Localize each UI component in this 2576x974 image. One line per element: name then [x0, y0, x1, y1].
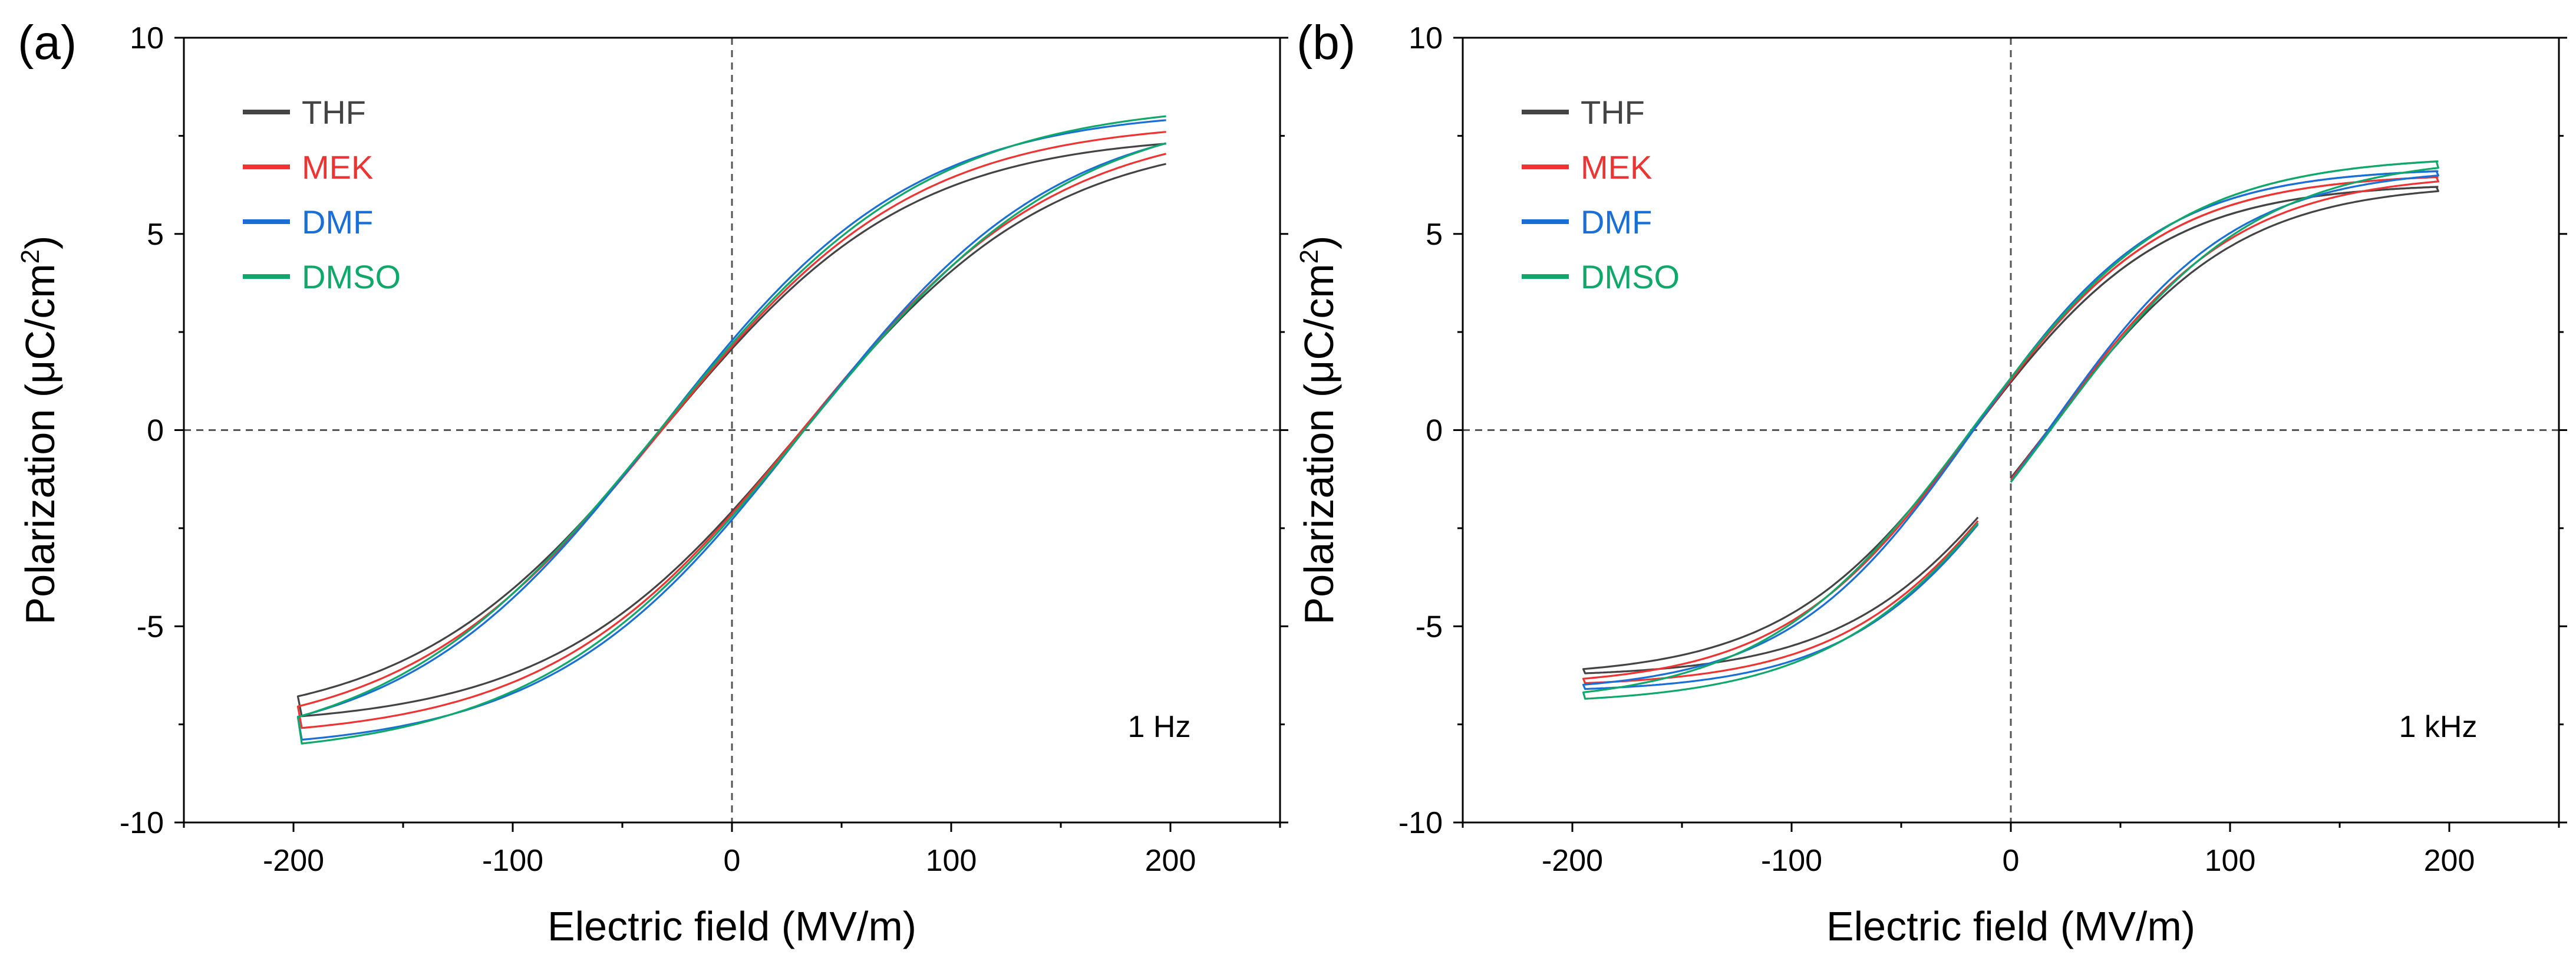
x-tick-label: 0 — [2003, 844, 2020, 878]
panel-b: -10 -5 0 5 10 -200 -100 0 100 200 Electric field (… — [1295, 16, 2567, 949]
y-tick-label: 10 — [1409, 21, 1443, 55]
series-dmso-loop — [1582, 160, 2439, 700]
x-tick-label: 200 — [1145, 844, 1196, 878]
y-axis-title: Polarization (μC/cm2) — [1295, 236, 1342, 625]
x-tick-label: 100 — [2205, 844, 2256, 878]
y-tick-label: 10 — [130, 21, 164, 55]
y-tick-label: 5 — [147, 218, 164, 252]
series-thf-loop-positive — [2010, 186, 2439, 479]
x-tick-label: 200 — [2424, 844, 2475, 878]
x-tick-label: 100 — [926, 844, 977, 878]
x-tick-label: -200 — [263, 844, 324, 878]
x-tick-label: -100 — [1761, 844, 1822, 878]
x-tick-label: 0 — [724, 844, 741, 878]
panel-label: (a) — [18, 16, 77, 70]
y-axis-title: Polarization (μC/cm2) — [16, 236, 63, 625]
legend-label-thf: THF — [1581, 94, 1645, 131]
series-mek-loop-positive — [2010, 176, 2439, 481]
frequency-annotation: 1 kHz — [2399, 710, 2478, 744]
panel-label: (b) — [1297, 16, 1355, 70]
y-tick-label: -5 — [1416, 610, 1443, 644]
y-tick-label: 5 — [1426, 218, 1443, 252]
series-thf-loop — [1582, 186, 2439, 674]
series-dmf-loop-positive — [2010, 170, 2439, 483]
legend-label-thf: THF — [302, 94, 366, 131]
legend-label-dmf: DMF — [1581, 203, 1652, 241]
y-tick-label: -10 — [1399, 806, 1443, 840]
series-dmso-loop-positive — [2010, 160, 2439, 483]
y-tick-label: 0 — [147, 414, 164, 448]
y-tick-label: -10 — [120, 806, 164, 840]
x-tick-label: -200 — [1542, 844, 1603, 878]
y-tick-label: 0 — [1426, 414, 1443, 448]
frequency-annotation: 1 Hz — [1128, 710, 1191, 744]
legend-label-dmf: DMF — [302, 203, 373, 241]
x-axis-title: Electric field (MV/m) — [1826, 903, 2195, 949]
legend-label-dmso: DMSO — [302, 258, 401, 295]
y-tick-label: -5 — [137, 610, 164, 644]
series-mek-loop — [1582, 176, 2439, 685]
panel-a: -10 -5 0 5 10 -200 -100 0 100 200 Electric field (… — [16, 16, 1288, 949]
legend-label-dmso: DMSO — [1581, 258, 1680, 295]
legend-label-mek: MEK — [302, 149, 373, 186]
x-axis-title: Electric field (MV/m) — [547, 903, 916, 949]
legend-label-mek: MEK — [1581, 149, 1652, 186]
x-tick-label: -100 — [482, 844, 543, 878]
series-dmso-loop — [296, 115, 1167, 745]
